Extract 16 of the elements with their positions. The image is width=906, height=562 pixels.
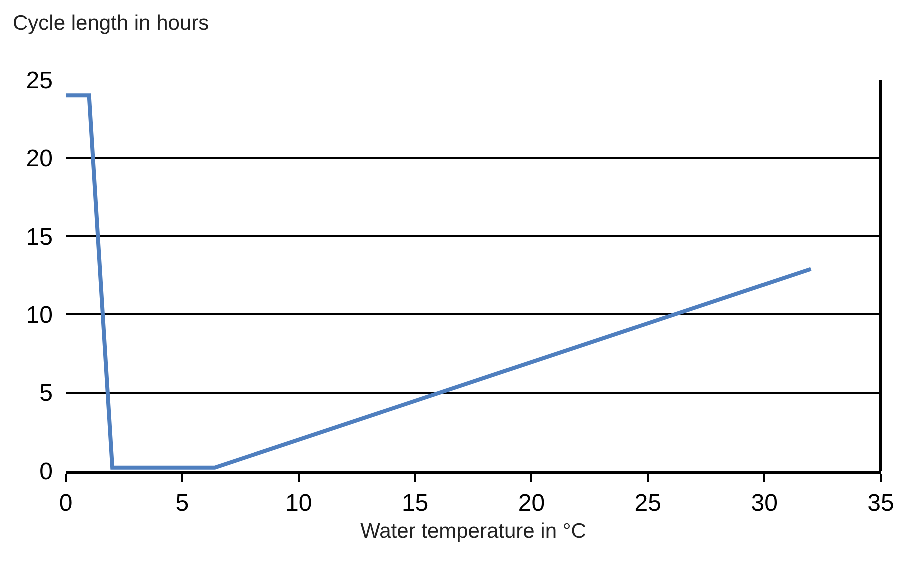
- x-tick-label: 0: [59, 490, 73, 517]
- x-tick-label: 5: [176, 490, 190, 517]
- x-tick-label: 10: [286, 490, 312, 517]
- y-tick-label: 15: [26, 224, 53, 251]
- y-tick-label: 10: [26, 302, 53, 329]
- x-tick-label: 35: [868, 490, 894, 517]
- y-tick-label: 25: [26, 67, 53, 94]
- x-tick-label: 25: [634, 490, 662, 517]
- y-axis-title: Cycle length in hours: [13, 12, 210, 35]
- y-tick-label: 20: [26, 146, 53, 173]
- x-tick-label: 30: [751, 490, 778, 517]
- x-tick-label: 20: [518, 490, 546, 517]
- y-tick-label: 5: [40, 380, 53, 408]
- x-tick-label: 15: [402, 490, 429, 517]
- y-tick-label: 0: [40, 458, 53, 486]
- x-axis-title: Water temperature in °C: [360, 520, 586, 543]
